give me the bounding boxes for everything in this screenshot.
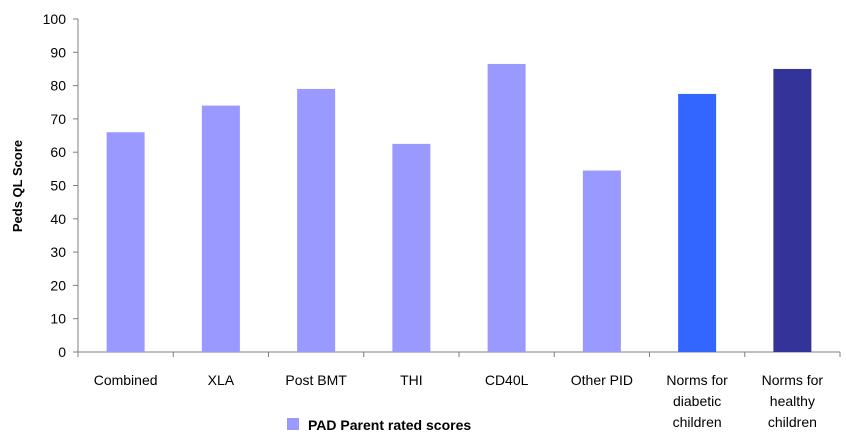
- bar: [487, 63, 526, 353]
- legend: PAD Parent rated scores: [287, 417, 471, 433]
- bar: [201, 105, 240, 352]
- x-category-label: Other PID: [571, 372, 633, 388]
- y-tick-label: 50: [50, 178, 66, 194]
- y-tick-label: 40: [50, 211, 66, 227]
- x-category-label: Norms for healthy children: [762, 372, 824, 430]
- y-tick-label: 10: [50, 311, 66, 327]
- bar: [297, 88, 336, 353]
- legend-swatch: [287, 418, 299, 430]
- x-category-label: Norms for diabetic children: [666, 372, 728, 430]
- y-axis: 0 10 20 30 40 50 60 70 80 90 100: [43, 11, 79, 360]
- bars: [106, 63, 812, 353]
- category-labels: Combined XLA Post BMT THI CD40L Other PID Norm…: [94, 372, 824, 430]
- bar: [106, 132, 145, 352]
- x-category-label: CD40L: [485, 372, 529, 388]
- y-tick-label: 100: [43, 11, 67, 27]
- x-category-label: Post BMT: [285, 372, 347, 388]
- y-tick-label: 80: [50, 78, 66, 94]
- x-axis: [77, 351, 841, 357]
- bar: [392, 143, 431, 352]
- x-category-label: XLA: [208, 372, 235, 388]
- legend-label: PAD Parent rated scores: [308, 417, 471, 433]
- y-axis-title: Peds QL Score: [10, 140, 25, 232]
- bar: [582, 170, 621, 352]
- bar: [773, 68, 812, 352]
- y-tick-label: 70: [50, 111, 66, 127]
- y-tick-label: 0: [58, 344, 66, 360]
- y-tick-label: 30: [50, 244, 66, 260]
- x-category-label: THI: [400, 372, 423, 388]
- y-tick-label: 90: [50, 44, 66, 60]
- x-category-label: Combined: [94, 372, 158, 388]
- y-tick-label: 20: [50, 277, 66, 293]
- bar: [678, 93, 717, 353]
- y-tick-label: 60: [50, 144, 66, 160]
